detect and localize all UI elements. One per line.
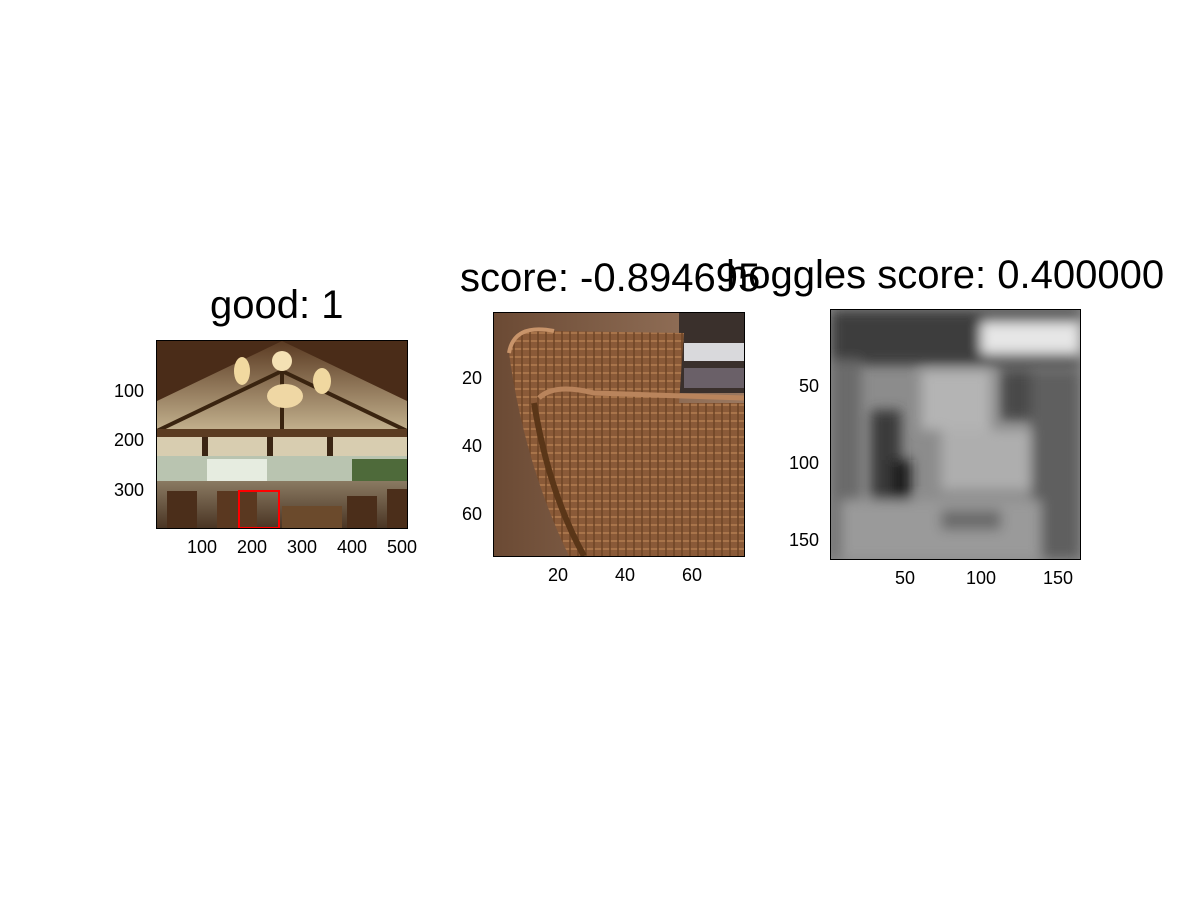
panel3-xtick-3: 150 (1043, 568, 1074, 588)
panel3-ytick-3: 150 (789, 530, 820, 550)
panel2-ytick-2: 40 (462, 436, 483, 456)
panel1-xtick-1: 100 (187, 537, 218, 557)
panel1-ytick-3: 300 (114, 480, 145, 500)
panel2-xtick-3: 60 (682, 565, 703, 585)
detection-box (238, 490, 280, 528)
panel2-ytick-1: 20 (462, 368, 483, 388)
panel1-ytick-1: 100 (114, 381, 145, 401)
panel1-title: good: 1 (210, 283, 344, 327)
panel2-ytick-3: 60 (462, 504, 483, 524)
panel2-title: score: -0.894695 (460, 256, 761, 300)
panel1-image (156, 340, 408, 529)
panel2-xtick-2: 40 (615, 565, 636, 585)
panel1-ytick-2: 200 (114, 430, 145, 450)
panel2-image (493, 312, 745, 557)
panel2-xtick-1: 20 (548, 565, 569, 585)
panel3-title: hoggles score: 0.400000 (726, 253, 1165, 297)
panel3-xtick-1: 50 (895, 568, 916, 588)
panel1-xtick-2: 200 (237, 537, 268, 557)
panel3-xtick-2: 100 (966, 568, 997, 588)
panel3-ytick-2: 100 (789, 453, 820, 473)
hoggles-heatmap (831, 310, 1080, 559)
panel1-xtick-5: 500 (387, 537, 418, 557)
panel1-xtick-3: 300 (287, 537, 318, 557)
panel3-heatmap (830, 309, 1081, 560)
panel1-xtick-4: 400 (337, 537, 368, 557)
chair-crop (494, 313, 744, 556)
restaurant-photo (157, 341, 407, 528)
panel3-ytick-1: 50 (799, 376, 820, 396)
